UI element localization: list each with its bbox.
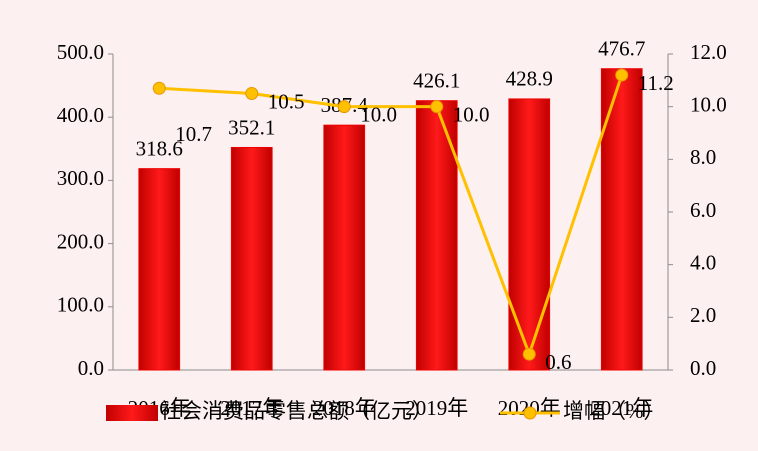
y2-tick-label: 6.0 bbox=[690, 198, 716, 222]
x-tick-label: 2021年 bbox=[590, 396, 653, 420]
y2-tick-label: 4.0 bbox=[690, 250, 716, 274]
bar bbox=[508, 98, 551, 371]
y2-tick-label: 8.0 bbox=[690, 145, 716, 169]
legend-swatch bbox=[106, 405, 158, 421]
x-tick-label: 2017年 bbox=[220, 396, 283, 420]
line-marker bbox=[522, 347, 536, 361]
line-value-label: 0.6 bbox=[545, 350, 571, 374]
line-marker bbox=[152, 81, 166, 95]
y-tick-label: 300.0 bbox=[57, 166, 104, 190]
y-tick-label: 100.0 bbox=[57, 293, 104, 317]
line-marker bbox=[245, 87, 259, 100]
y-tick-label: 0.0 bbox=[78, 356, 104, 380]
bar-value-label: 428.9 bbox=[506, 67, 553, 91]
x-tick-label: 2018年 bbox=[313, 396, 376, 420]
line-value-label: 10.0 bbox=[360, 102, 397, 126]
y2-tick-label: 10.0 bbox=[690, 92, 727, 116]
line-marker bbox=[337, 100, 351, 114]
line-value-label: 10.0 bbox=[453, 102, 490, 126]
legend-label: 增幅（%） bbox=[563, 399, 665, 423]
y2-tick-label: 2.0 bbox=[690, 303, 716, 327]
y-tick-label: 500.0 bbox=[57, 40, 104, 64]
line-marker bbox=[615, 68, 629, 82]
legend-swatch bbox=[523, 406, 537, 420]
legend-label: 社会消费品零售总额（亿元） bbox=[160, 399, 433, 423]
bar-value-label: 318.6 bbox=[136, 136, 183, 160]
x-tick-label: 2019年 bbox=[405, 396, 468, 420]
line-value-label: 10.7 bbox=[175, 122, 212, 146]
bar bbox=[323, 124, 366, 371]
bar-value-label: 476.7 bbox=[598, 37, 645, 61]
bar-value-label: 352.1 bbox=[228, 115, 275, 139]
y-tick-label: 400.0 bbox=[57, 103, 104, 127]
y2-tick-label: 12.0 bbox=[690, 40, 727, 64]
y2-tick-label: 0.0 bbox=[690, 356, 716, 380]
line bbox=[159, 74, 624, 359]
line-value-label: 10.5 bbox=[268, 89, 305, 113]
bar bbox=[138, 168, 181, 371]
line-marker bbox=[430, 100, 444, 114]
bar bbox=[230, 146, 273, 371]
y-tick-label: 200.0 bbox=[57, 229, 104, 253]
line-value-label: 11.2 bbox=[638, 71, 674, 95]
bar-value-label: 426.1 bbox=[413, 69, 460, 93]
